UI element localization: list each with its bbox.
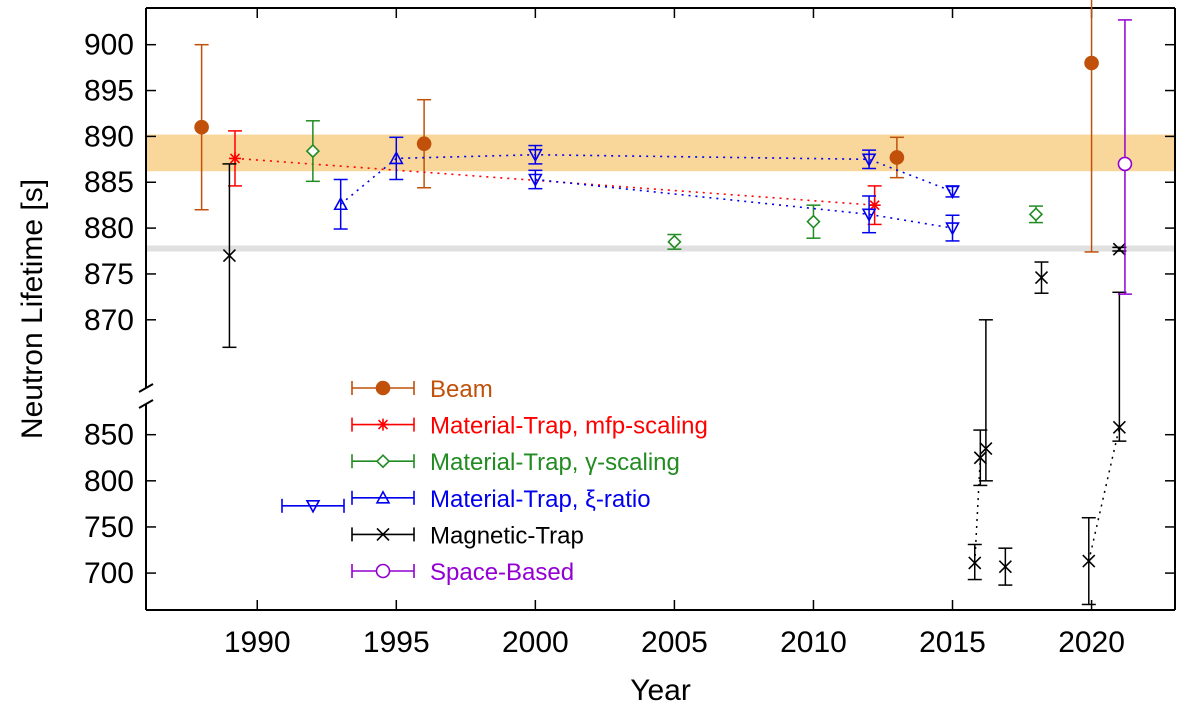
legend: Beam Material-Trap, mfp-scaling Material-T… (281, 376, 708, 586)
y-tick-label-895: 895 (84, 75, 134, 108)
point-0-0-2-marker (889, 150, 905, 165)
x-axis-label: Year (630, 674, 691, 704)
y-tick-label-870: 870 (84, 304, 134, 337)
legend-marker-3 (375, 490, 391, 504)
y-tick-label-850: 850 (84, 419, 134, 452)
point-4-0-3-marker (968, 556, 982, 570)
y-tick-label-750: 750 (84, 511, 134, 544)
data-series (194, 0, 1133, 606)
band-0 (146, 134, 1175, 172)
point-2-0-1-marker (667, 234, 682, 249)
point-4-0-5-marker (979, 441, 993, 456)
point-0-0-3-marker (1084, 55, 1099, 71)
series-line-1-0 (234, 157, 875, 206)
legend-marker-0 (375, 380, 391, 396)
point-3-1-0-marker (528, 173, 543, 188)
point-4-0-4-marker (973, 451, 987, 465)
point-4-0-7-marker (1082, 554, 1096, 568)
point-2-0-3-marker (1028, 207, 1044, 222)
band-1 (146, 245, 1175, 252)
y-axis-label: Neutron Lifetime [s] (16, 179, 49, 439)
y-tick-label-890: 890 (84, 120, 134, 153)
series-2 (305, 120, 1044, 250)
y-tick-label-880: 880 (84, 212, 134, 245)
axis-ticks: 1990 1995 2000 2005 2010 2015 2020 870 875 880 885… (84, 8, 1175, 659)
point-0-0-0-marker (194, 119, 209, 135)
point-2-0-2-marker (806, 214, 821, 229)
series-0 (194, 0, 1099, 253)
point-3-1-2-marker (945, 222, 960, 236)
y-tick-label-875: 875 (84, 258, 134, 291)
x-tick-label-2015: 2015 (919, 626, 986, 659)
series-1 (227, 130, 882, 226)
point-4-0-6-marker (998, 560, 1012, 574)
point-2-0-0-marker (305, 143, 320, 159)
point-5-0-0-marker (1117, 156, 1133, 172)
legend-label-0: Beam (430, 376, 493, 403)
legend-tri-down-marker (305, 499, 321, 514)
y-tick-label-700: 700 (84, 557, 134, 590)
axis-break-upper (138, 383, 154, 393)
point-4-0-8-marker (1112, 420, 1126, 434)
y-tick-label-885: 885 (84, 166, 134, 199)
point-0-0-1-marker (416, 136, 432, 152)
legend-marker-1 (377, 418, 389, 431)
x-tick-label-2020: 2020 (1058, 626, 1125, 659)
legend-label-5: Space-Based (430, 559, 574, 586)
legend-label-4: Magnetic-Trap (430, 522, 584, 549)
dotted-link-4-0 (974, 457, 982, 563)
legend-label-2: Material-Trap, γ-scaling (430, 449, 680, 476)
legend-marker-5 (375, 563, 391, 579)
series-3 (333, 136, 960, 242)
x-tick-label-1990: 1990 (224, 626, 291, 659)
point-1-0-0-marker (228, 152, 241, 165)
legend-label-3: Material-Trap, ξ-ratio (430, 486, 651, 513)
point-4-0-1-marker (1034, 271, 1049, 285)
legend-marker-4 (376, 527, 390, 541)
y-tick-label-800: 800 (84, 465, 134, 498)
point-3-0-2-marker (528, 148, 543, 163)
point-4-0-2-marker (1112, 242, 1126, 256)
point-3-1-1-marker (861, 208, 877, 223)
series-line-3-1 (535, 178, 953, 229)
point-3-0-4-marker (945, 185, 960, 200)
y-tick-label-900: 900 (84, 29, 134, 62)
x-tick-label-2005: 2005 (641, 626, 708, 659)
legend-marker-2 (375, 454, 391, 469)
series-4 (222, 163, 1127, 606)
point-3-0-3-marker (861, 153, 877, 167)
x-tick-label-2000: 2000 (502, 626, 569, 659)
axis-break-lower (138, 399, 154, 409)
point-4-0-0-marker (222, 249, 236, 263)
series-5 (1117, 19, 1133, 295)
point-3-0-0-marker (333, 196, 349, 211)
x-tick-label-2010: 2010 (780, 626, 847, 659)
legend-label-1: Material-Trap, mfp-scaling (430, 413, 708, 440)
x-tick-label-1995: 1995 (363, 626, 430, 659)
reference-bands (146, 134, 1175, 252)
point-3-0-1-marker (388, 150, 404, 165)
dotted-link-4-1 (1088, 427, 1121, 562)
plot-frame (138, 7, 1176, 611)
point-1-0-1-marker (868, 199, 881, 212)
